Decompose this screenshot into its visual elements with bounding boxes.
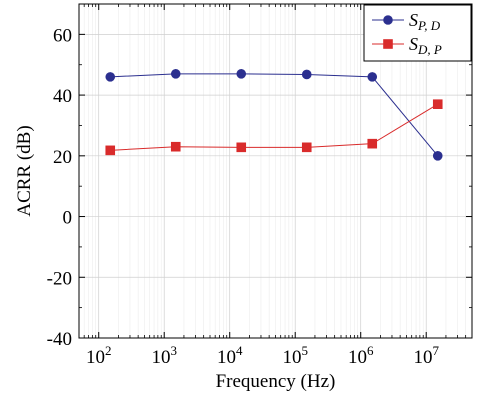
legend-box [363,4,472,62]
series-layer [105,69,443,161]
data-point [301,142,312,153]
x-tick-label: 104 [217,343,243,368]
legend-marker [383,39,393,49]
data-point [105,72,116,82]
data-point [170,141,181,152]
data-point [170,69,181,79]
data-point [432,151,443,161]
data-point [236,142,247,153]
data-point [367,138,378,149]
y-tick-label: 60 [53,25,72,46]
data-point [367,72,378,82]
x-axis-label: Frequency (Hz) [216,371,336,392]
y-tick-label: -20 [47,268,72,289]
data-point [432,99,443,109]
legend: SP, DSD, P [363,4,472,62]
x-tick-label: 107 [413,343,439,368]
data-point [301,69,312,80]
data-point [236,69,247,79]
series-line-1 [110,73,439,157]
y-tick-label: 20 [53,147,72,168]
x-tick-label: 105 [282,343,308,368]
y-tick-label: 0 [63,208,73,229]
x-tick-label: 103 [151,343,177,368]
data-point [105,145,116,156]
legend-entry-2: SD, P [409,34,442,57]
y-tick-label: 40 [53,86,72,107]
x-tick-label: 102 [86,343,112,368]
y-tick-label: -40 [47,329,72,350]
series-line-2 [110,103,439,151]
y-axis-label: ACRR (dB) [14,125,35,216]
legend-entry-1: SP, D [409,10,441,33]
legend-marker [383,15,393,25]
x-tick-label: 106 [348,343,374,368]
